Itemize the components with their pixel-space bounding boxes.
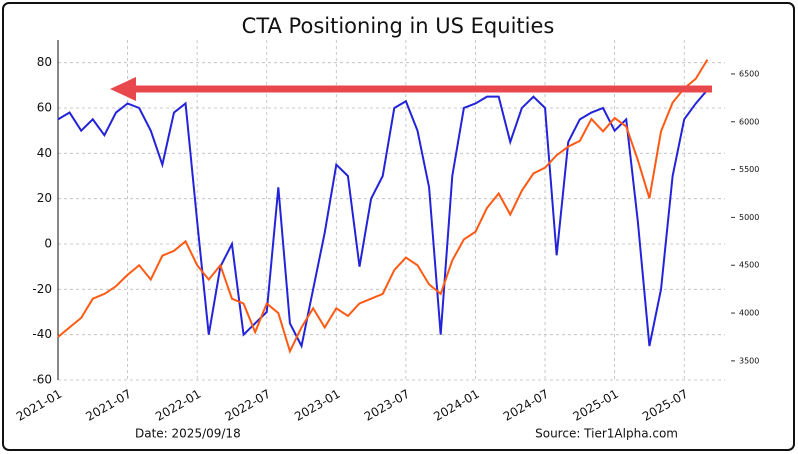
- x-tick-label: 2025-07: [640, 387, 690, 424]
- x-tick-label: 2021-01: [14, 387, 64, 424]
- date-note: Date: 2025/09/18: [135, 427, 241, 441]
- x-tick-label: 2021-07: [83, 387, 133, 424]
- series-line: [57, 59, 709, 355]
- y2-tick-label: 4000: [739, 309, 759, 318]
- x-tick-label: 2024-01: [431, 387, 481, 424]
- series-line: [57, 89, 709, 349]
- y-tick-label: 60: [37, 101, 52, 115]
- y2-tick-label: 5500: [739, 165, 759, 174]
- y-tick-label: -40: [32, 327, 52, 341]
- y2-tick-label: 6500: [739, 69, 759, 78]
- source-note: Source: Tier1Alpha.com: [535, 427, 678, 441]
- y2-tick-label: 3500: [739, 356, 759, 365]
- y2-tick-label: 4500: [739, 261, 759, 270]
- y-tick-label: 40: [37, 146, 52, 160]
- x-tick-label: 2025-01: [570, 387, 620, 424]
- y-tick-label: -60: [32, 373, 52, 387]
- y-tick-label: -20: [32, 282, 52, 296]
- x-tick-label: 2022-01: [153, 387, 203, 424]
- x-tick-label: 2022-07: [223, 387, 273, 424]
- arrow-head: [110, 77, 136, 101]
- y-tick-label: 80: [37, 55, 52, 69]
- y2-tick-label: 5000: [739, 213, 759, 222]
- y-tick-label: 0: [44, 237, 52, 251]
- x-tick-label: 2024-07: [501, 387, 551, 424]
- y-tick-label: 20: [37, 191, 52, 205]
- x-tick-label: 2023-01: [292, 387, 342, 424]
- y2-tick-label: 6000: [739, 117, 759, 126]
- x-tick-label: 2023-07: [362, 387, 412, 424]
- chart-title: CTA Positioning in US Equities: [242, 14, 555, 38]
